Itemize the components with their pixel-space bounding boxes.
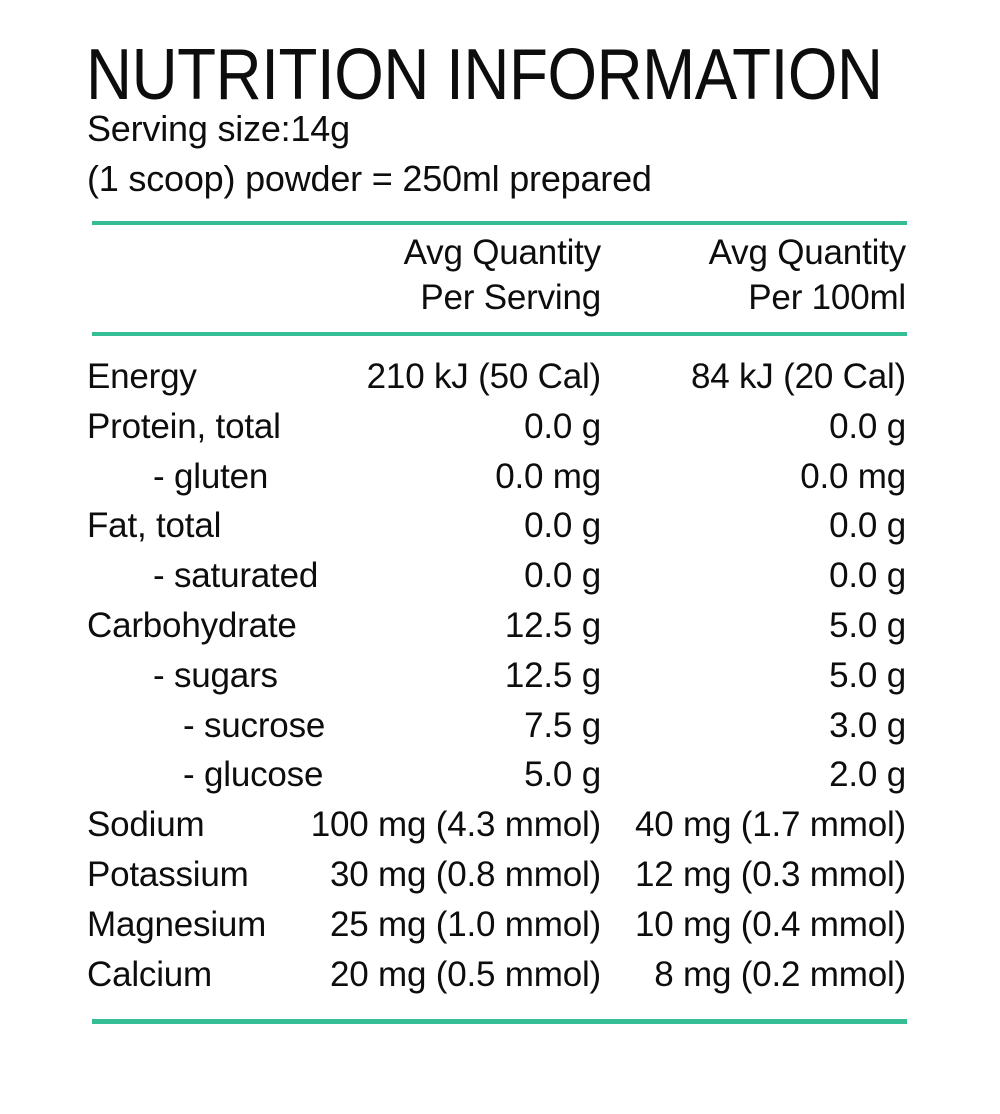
per-serving-value: 25 mg (1.0 mmol) [329, 904, 601, 944]
column-header-per-100ml: Avg Quantity Per 100ml [601, 230, 907, 320]
per-serving-value: 12.5 g [504, 605, 601, 645]
nutrient-label: - sugars [153, 655, 278, 695]
per-100ml-value: 12 mg (0.3 mmol) [634, 854, 906, 894]
per-serving-value: 100 mg (4.3 mmol) [310, 805, 602, 845]
per-100ml-value: 0.0 g [829, 506, 906, 546]
table-header: Avg Quantity Per Serving Avg Quantity Pe… [87, 230, 907, 320]
page-title: NUTRITION INFORMATION [86, 35, 883, 115]
nutrient-label: Fat, total [87, 506, 222, 546]
per-100ml-value: 10 mg (0.4 mmol) [634, 904, 906, 944]
serving-size-text: Serving size:14g [87, 108, 350, 149]
per-serving-value: 20 mg (0.5 mmol) [329, 954, 601, 994]
divider-bottom [92, 1019, 907, 1024]
nutrient-label: Protein, total [87, 406, 281, 446]
table-row: Carbohydrate 12.5 g 5.0 g [87, 601, 906, 651]
per-100ml-value: 0.0 g [829, 406, 906, 446]
column-header-line: Per Serving [420, 278, 601, 317]
per-100ml-value: 3.0 g [829, 705, 906, 745]
table-row: - sucrose 7.5 g 3.0 g [87, 701, 906, 751]
per-serving-value: 210 kJ (50 Cal) [366, 357, 602, 396]
per-100ml-value: 5.0 g [829, 605, 906, 645]
per-100ml-value: 40 mg (1.7 mmol) [634, 805, 906, 845]
per-serving-value: 0.0 g [524, 556, 601, 596]
nutrient-label: - gluten [153, 456, 269, 496]
nutrient-label: Magnesium [87, 904, 267, 944]
nutrient-label: Energy [87, 357, 197, 396]
per-serving-value: 0.0 g [524, 406, 601, 446]
nutrition-table: Energy 210 kJ (50 Cal) 84 kJ (20 Cal) Pr… [87, 352, 906, 999]
divider-top [92, 221, 907, 225]
per-100ml-value: 0.0 mg [800, 456, 906, 496]
per-100ml-value: 2.0 g [829, 755, 906, 795]
table-row: - sugars 12.5 g 5.0 g [87, 651, 906, 701]
column-header-line: Per 100ml [748, 278, 906, 317]
per-100ml-value: 8 mg (0.2 mmol) [654, 954, 906, 994]
per-100ml-value: 84 kJ (20 Cal) [690, 357, 906, 396]
table-row: Energy 210 kJ (50 Cal) 84 kJ (20 Cal) [87, 352, 906, 402]
table-row: - saturated 0.0 g 0.0 g [87, 551, 906, 601]
nutrient-label: Carbohydrate [87, 605, 297, 645]
nutrient-label: - saturated [153, 556, 319, 596]
column-header-line: Avg Quantity [403, 233, 602, 272]
table-row: Magnesium 25 mg (1.0 mmol) 10 mg (0.4 mm… [87, 900, 906, 950]
nutrient-label: - glucose [183, 755, 324, 795]
per-100ml-value: 0.0 g [829, 556, 906, 596]
per-serving-value: 5.0 g [524, 755, 601, 795]
table-row: Potassium 30 mg (0.8 mmol) 12 mg (0.3 mm… [87, 850, 906, 900]
per-serving-value: 0.0 mg [495, 456, 601, 496]
serving-info: Serving size:14g (1 scoop) powder = 250m… [87, 104, 652, 204]
per-serving-value: 7.5 g [524, 705, 601, 745]
table-row: - glucose 5.0 g 2.0 g [87, 750, 906, 800]
per-serving-value: 0.0 g [524, 506, 601, 546]
nutrient-label: Potassium [87, 854, 249, 894]
per-100ml-value: 5.0 g [829, 655, 906, 695]
serving-equivalence-text: (1 scoop) powder = 250ml prepared [87, 158, 652, 199]
table-row: Fat, total 0.0 g 0.0 g [87, 501, 906, 551]
nutrient-label: - sucrose [183, 705, 326, 745]
table-row: Sodium 100 mg (4.3 mmol) 40 mg (1.7 mmol… [87, 800, 906, 850]
nutrient-label: Calcium [87, 954, 213, 994]
nutrient-label: Sodium [87, 805, 205, 845]
column-header-per-serving: Avg Quantity Per Serving [87, 230, 602, 320]
table-row: Calcium 20 mg (0.5 mmol) 8 mg (0.2 mmol) [87, 950, 906, 1000]
table-row: Protein, total 0.0 g 0.0 g [87, 402, 906, 452]
per-serving-value: 30 mg (0.8 mmol) [329, 854, 601, 894]
divider-header [92, 332, 907, 336]
per-serving-value: 12.5 g [504, 655, 601, 695]
table-row: - gluten 0.0 mg 0.0 mg [87, 452, 906, 502]
column-header-line: Avg Quantity [708, 233, 907, 272]
